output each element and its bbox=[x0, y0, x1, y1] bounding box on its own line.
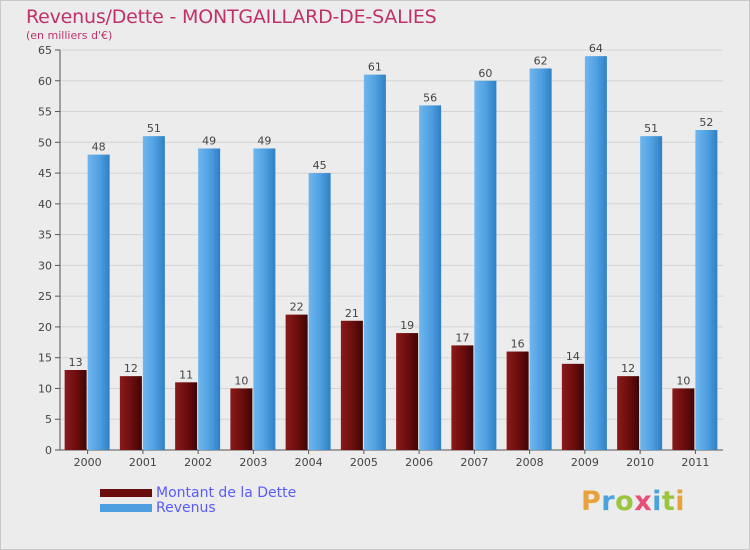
bar-value-label: 12 bbox=[621, 362, 635, 375]
bar-value-label: 49 bbox=[257, 134, 271, 147]
y-tick-label: 20 bbox=[38, 321, 52, 334]
x-tick-label: 2001 bbox=[129, 456, 157, 469]
legend-label-revenus: Revenus bbox=[156, 499, 216, 516]
bar-value-label: 21 bbox=[345, 307, 359, 320]
y-tick-label: 15 bbox=[38, 352, 52, 365]
bar-value-label: 13 bbox=[69, 356, 83, 369]
chart-subtitle: (en milliers d'€) bbox=[26, 29, 113, 42]
bar-revenus bbox=[363, 74, 386, 450]
y-tick-label: 30 bbox=[38, 259, 52, 272]
y-tick-label: 65 bbox=[38, 44, 52, 57]
legend-swatch-debt bbox=[100, 488, 152, 497]
x-tick-label: 2006 bbox=[405, 456, 433, 469]
bar-debt bbox=[506, 351, 529, 450]
bar-revenus bbox=[87, 154, 110, 450]
bar-revenus bbox=[529, 68, 552, 450]
logo-letter: o bbox=[615, 486, 635, 517]
y-tick-label: 10 bbox=[38, 382, 52, 395]
bar-value-label: 14 bbox=[566, 350, 580, 363]
bar-value-label: 10 bbox=[234, 374, 248, 387]
logo-letter: i bbox=[675, 486, 686, 517]
bar-debt bbox=[285, 314, 308, 450]
axes: 0 5 10 15 20 25 30 35 40 45 50 55 60 65 2000 2001 2002 20… bbox=[38, 44, 723, 469]
bar-value-label: 52 bbox=[699, 116, 713, 129]
bar-value-label: 45 bbox=[313, 159, 327, 172]
bar-value-label: 12 bbox=[124, 362, 138, 375]
bar-value-label: 51 bbox=[644, 122, 658, 135]
y-tick-label: 5 bbox=[45, 413, 52, 426]
legend: Montant de la Dette Revenus bbox=[100, 484, 297, 516]
x-tick-label: 2009 bbox=[571, 456, 599, 469]
bar-debt bbox=[340, 320, 363, 450]
bar-value-label: 16 bbox=[511, 338, 525, 351]
bar-revenus bbox=[640, 136, 663, 450]
y-tick-label: 60 bbox=[38, 75, 52, 88]
bar-debt bbox=[451, 345, 474, 450]
y-tick-label: 35 bbox=[38, 229, 52, 242]
bar-debt bbox=[672, 388, 695, 450]
bar-value-label: 22 bbox=[290, 301, 304, 314]
logo-letter: t bbox=[661, 486, 676, 517]
bar-revenus bbox=[308, 173, 331, 451]
bar-revenus bbox=[584, 56, 607, 451]
bar-revenus bbox=[198, 148, 221, 450]
y-tick-label: 40 bbox=[38, 198, 52, 211]
bar-value-label: 56 bbox=[423, 91, 437, 104]
logo-letter: x bbox=[634, 486, 653, 517]
bar-debt bbox=[230, 388, 253, 450]
legend-item-debt: Montant de la Dette bbox=[100, 484, 297, 501]
legend-label-debt: Montant de la Dette bbox=[156, 484, 297, 501]
y-tick-label: 45 bbox=[38, 167, 52, 180]
bar-value-label: 10 bbox=[676, 374, 690, 387]
bar-value-label: 61 bbox=[368, 61, 382, 74]
x-tick-label: 2005 bbox=[350, 456, 378, 469]
bar-value-label: 48 bbox=[92, 141, 106, 154]
bar-debt bbox=[64, 370, 87, 450]
y-tick-label: 55 bbox=[38, 106, 52, 119]
x-tick-label: 2004 bbox=[295, 456, 323, 469]
x-tick-label: 2008 bbox=[516, 456, 544, 469]
y-tick-label: 50 bbox=[38, 136, 52, 149]
bar-revenus bbox=[474, 80, 497, 451]
bar-revenus bbox=[419, 105, 442, 450]
bar-debt bbox=[175, 382, 198, 450]
bar-value-label: 51 bbox=[147, 122, 161, 135]
bar-value-label: 49 bbox=[202, 134, 216, 147]
bar-revenus bbox=[142, 136, 165, 450]
bar-value-label: 11 bbox=[179, 368, 193, 381]
bar-value-label: 62 bbox=[534, 54, 548, 67]
proxiti-logo: Proxiti bbox=[581, 486, 685, 517]
bar-value-label: 64 bbox=[589, 42, 603, 55]
legend-swatch-revenus bbox=[100, 503, 152, 512]
bar-revenus bbox=[253, 148, 276, 450]
x-tick-label: 2011 bbox=[681, 456, 709, 469]
logo-letter: r bbox=[601, 486, 616, 517]
bar-revenus bbox=[695, 130, 718, 450]
bar-debt bbox=[396, 333, 419, 450]
bars bbox=[64, 56, 718, 451]
bar-debt bbox=[561, 363, 584, 450]
logo-letter: P bbox=[581, 486, 602, 517]
bar-debt bbox=[617, 376, 640, 450]
x-tick-label: 2010 bbox=[626, 456, 654, 469]
x-tick-label: 2003 bbox=[239, 456, 267, 469]
x-tick-label: 2007 bbox=[460, 456, 488, 469]
y-tick-label: 25 bbox=[38, 290, 52, 303]
legend-item-revenus: Revenus bbox=[100, 499, 296, 516]
grid-lines bbox=[60, 49, 723, 420]
bar-labels: 13 48 12 51 11 49 10 49 22 45 21 61 19 56 17 60 16 62 14 64… bbox=[69, 42, 714, 387]
x-tick-label: 2000 bbox=[74, 456, 102, 469]
logo-letter: i bbox=[652, 486, 662, 517]
bar-value-label: 60 bbox=[478, 67, 492, 80]
bar-value-label: 17 bbox=[455, 331, 469, 344]
y-tick-label: 0 bbox=[45, 444, 52, 457]
bar-value-label: 19 bbox=[400, 319, 414, 332]
x-tick-label: 2002 bbox=[184, 456, 212, 469]
chart-title: Revenus/Dette - MONTGAILLARD-DE-SALIES bbox=[26, 6, 437, 28]
bar-debt bbox=[119, 376, 142, 450]
